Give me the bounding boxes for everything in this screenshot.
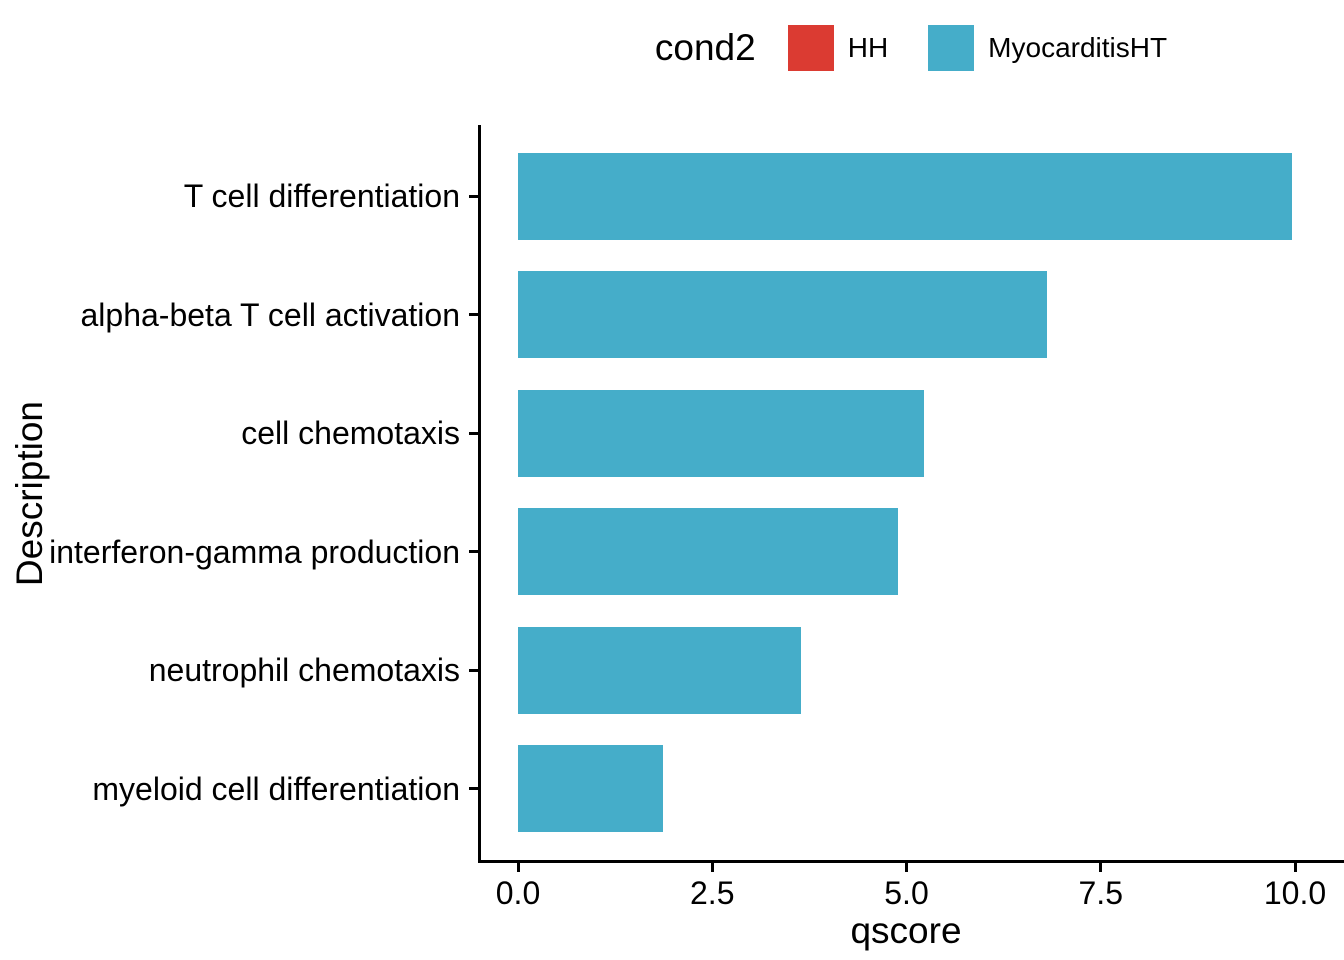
- legend-label-hh: HH: [847, 32, 889, 63]
- x-tick-label: 7.5: [1078, 875, 1123, 911]
- legend-item-hh: HH: [787, 25, 889, 71]
- x-axis-title: qscore: [850, 910, 962, 951]
- bar: [518, 152, 1292, 240]
- x-tick: [1293, 863, 1297, 872]
- legend-swatch-hh: [787, 25, 834, 71]
- x-tick: [710, 863, 714, 872]
- y-tick: [469, 194, 478, 198]
- y-tick: [469, 668, 478, 672]
- y-tick: [469, 550, 478, 554]
- bar: [518, 271, 1048, 359]
- category-label: alpha-beta T cell activation: [80, 296, 461, 333]
- y-tick: [469, 313, 478, 317]
- y-tick: [469, 431, 478, 435]
- x-tick: [905, 863, 908, 872]
- legend-title: cond2: [654, 27, 756, 68]
- bar: [518, 745, 664, 833]
- category-label: cell chemotaxis: [241, 415, 460, 452]
- x-tick: [1099, 863, 1103, 872]
- bar: [518, 508, 898, 596]
- x-tick: [516, 863, 520, 872]
- x-tick-label: 5.0: [884, 875, 929, 911]
- bar: [518, 389, 924, 477]
- y-tick: [469, 787, 478, 791]
- x-tick-label: 2.5: [690, 875, 735, 911]
- category-label: interferon-gamma production: [49, 533, 460, 570]
- legend-item-myocarditisht: MyocarditisHT: [928, 25, 1167, 71]
- x-tick-label: 10.0: [1263, 875, 1327, 911]
- category-label: neutrophil chemotaxis: [148, 652, 460, 689]
- category-label: myeloid cell differentiation: [92, 770, 460, 807]
- legend: cond2 HH MyocarditisHT: [478, 16, 1344, 80]
- legend-swatch-myocarditisht: [928, 25, 975, 71]
- x-tick-label: 0.0: [495, 875, 541, 911]
- x-axis-line: [478, 860, 1344, 863]
- legend-label-myocarditisht: MyocarditisHT: [988, 32, 1168, 63]
- y-axis-line: [478, 125, 481, 863]
- bar: [518, 626, 801, 714]
- category-label: T cell differentiation: [183, 178, 460, 215]
- y-axis-title-box: Description: [4, 125, 56, 863]
